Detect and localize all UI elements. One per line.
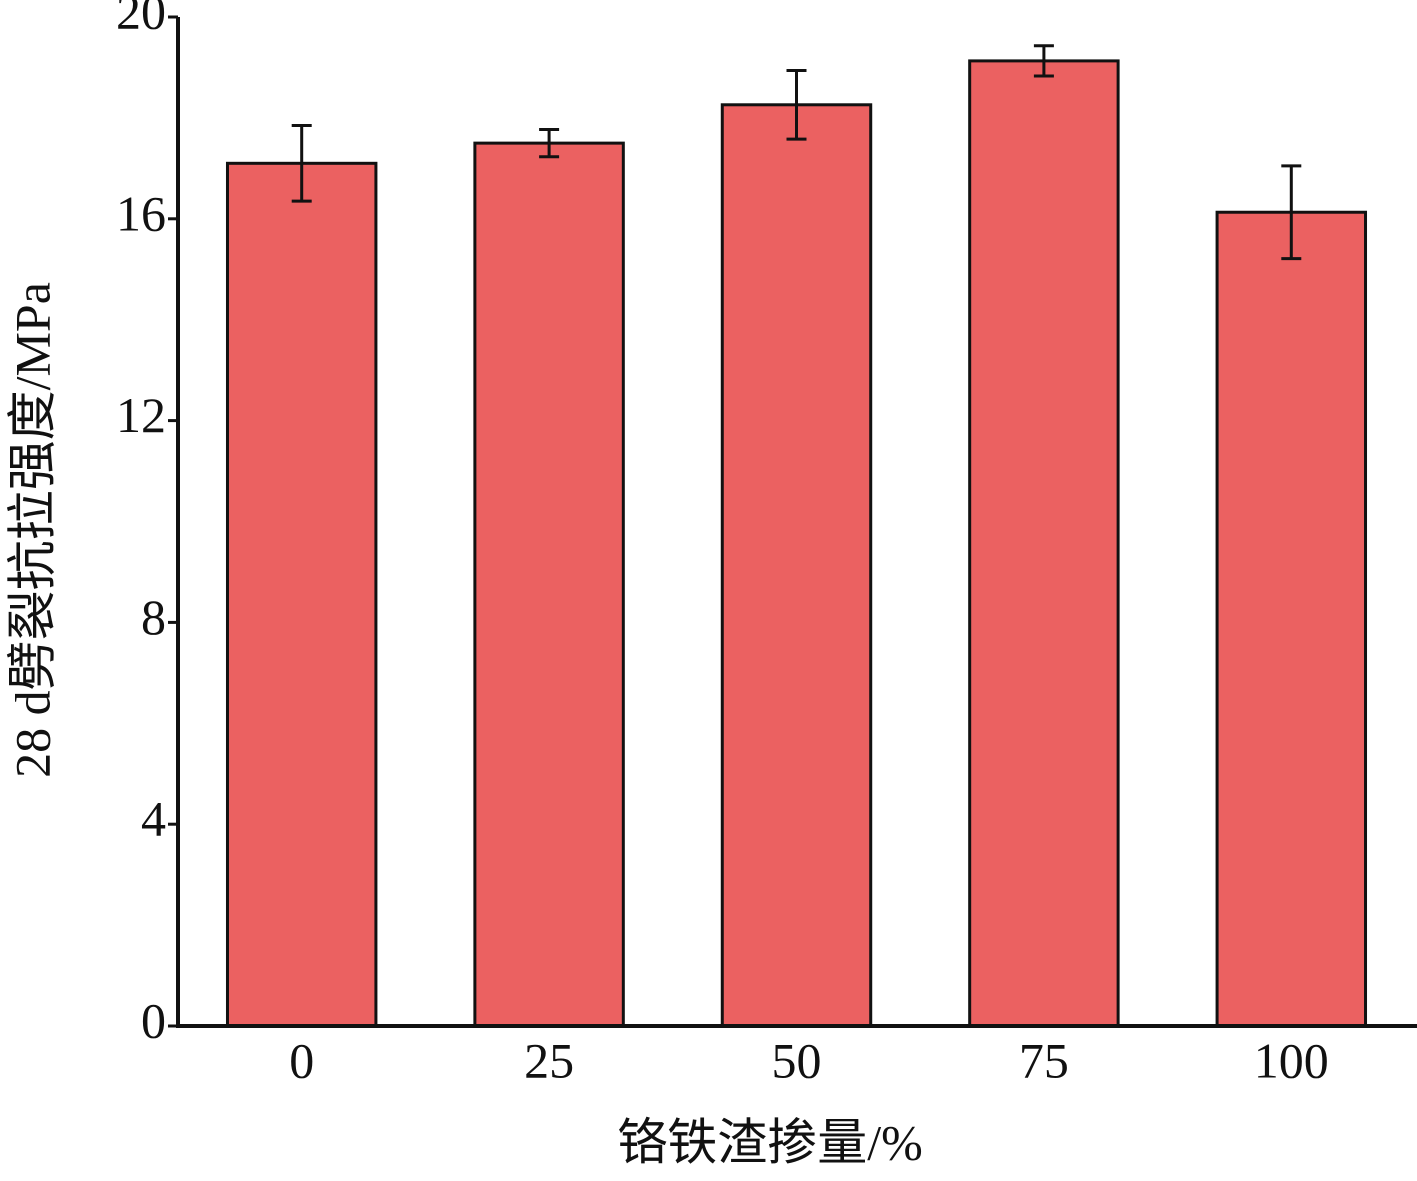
x-axis-title: 铬铁渣掺量/% [617,1114,923,1170]
y-tick-label: 12 [116,387,166,443]
y-tick-label: 20 [116,0,166,39]
y-tick-label: 8 [141,589,166,645]
x-tick-label: 25 [524,1032,574,1088]
x-tick-label: 75 [1019,1032,1069,1088]
y-tick-label: 0 [141,992,166,1048]
y-tick-label: 16 [116,185,166,241]
error-bar [1281,164,1302,261]
error-bar [786,68,807,141]
x-tick-label: 100 [1254,1032,1329,1088]
bar [720,103,873,1028]
bar [225,161,378,1028]
y-axis-title: 28 d劈裂抗拉强度/MPa [4,282,60,778]
error-bar [1033,44,1054,78]
error-bar [291,123,312,203]
bar [473,141,625,1028]
bar [1215,210,1368,1028]
bar [968,59,1120,1028]
y-tick-label: 4 [141,791,166,847]
error-bar [539,128,560,159]
x-tick-label: 50 [772,1032,822,1088]
x-tick-label: 0 [289,1032,314,1088]
